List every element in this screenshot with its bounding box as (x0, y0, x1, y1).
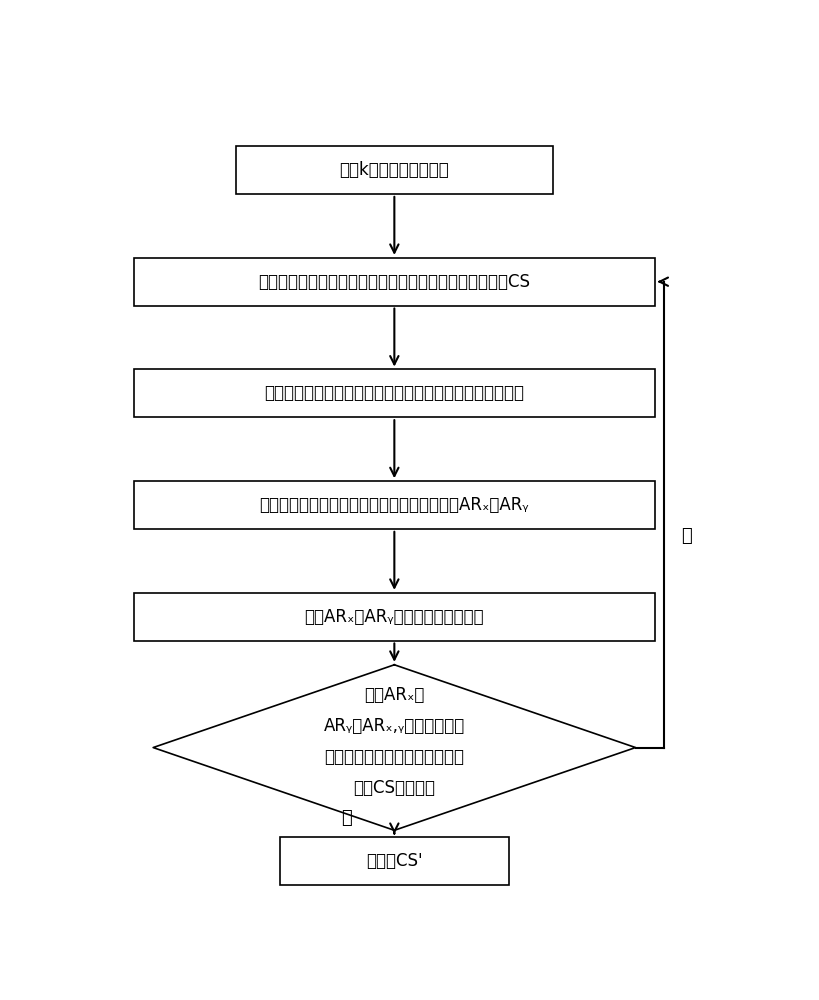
Text: 获取k个用户的位置信息: 获取k个用户的位置信息 (339, 161, 450, 179)
Text: ARᵧ和ARₓ,ᵧ对应的查询区: ARᵧ和ARₓ,ᵧ对应的查询区 (324, 717, 465, 735)
Text: 域面积，判断是否对子匿名区域: 域面积，判断是否对子匿名区域 (324, 748, 464, 766)
Bar (134, 369, 654, 417)
Bar (134, 258, 654, 306)
Bar (280, 837, 509, 885)
Text: 计算ARₓ、ARᵧ对应的查询区域面积: 计算ARₓ、ARᵧ对应的查询区域面积 (305, 608, 484, 626)
Text: 计算子匿名区域集合中每个子匿名区域对应的查询区域面积: 计算子匿名区域集合中每个子匿名区域对应的查询区域面积 (265, 384, 524, 402)
Bar (134, 481, 654, 529)
Text: 比较ARₓ、: 比较ARₓ、 (364, 686, 424, 704)
Text: 为每个用户随机生成子匿名区域，得到子匿名区域的集合CS: 为每个用户随机生成子匿名区域，得到子匿名区域的集合CS (258, 273, 531, 291)
Bar (134, 593, 654, 641)
Text: 是: 是 (681, 527, 692, 545)
Text: 从子匿名区域集合中，筛选出两个子匿名区域ARₓ和ARᵧ: 从子匿名区域集合中，筛选出两个子匿名区域ARₓ和ARᵧ (260, 496, 529, 514)
Text: 否: 否 (342, 809, 352, 827)
Bar (236, 146, 553, 194)
Text: 集合CS进行更新: 集合CS进行更新 (353, 779, 436, 797)
Text: 匿名区CS': 匿名区CS' (366, 852, 423, 870)
